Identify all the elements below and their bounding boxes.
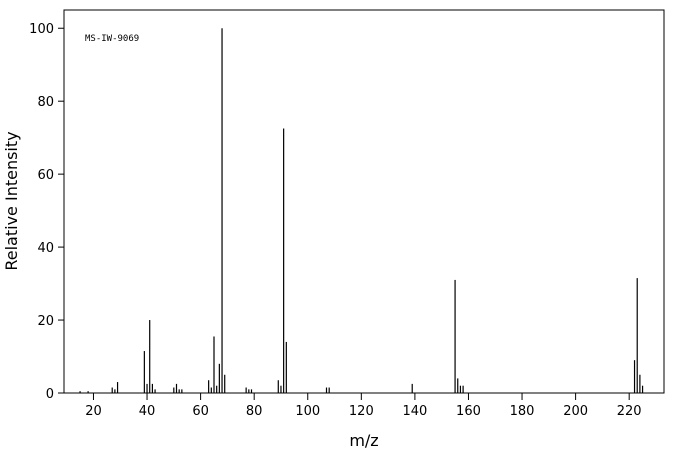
x-tick-label: 40 xyxy=(139,404,156,419)
x-tick-label: 140 xyxy=(402,404,427,419)
x-tick-label: 160 xyxy=(456,404,481,419)
x-tick-label: 20 xyxy=(85,404,102,419)
x-tick-label: 200 xyxy=(563,404,588,419)
y-tick-label: 20 xyxy=(37,314,54,329)
y-tick-label: 100 xyxy=(29,22,54,37)
x-tick-label: 100 xyxy=(295,404,320,419)
y-tick-label: 40 xyxy=(37,241,54,256)
annotation: MS-IW-9069 xyxy=(85,34,139,44)
x-axis-label: m/z xyxy=(349,431,378,450)
x-tick-label: 80 xyxy=(246,404,263,419)
x-tick-label: 120 xyxy=(349,404,374,419)
y-tick-label: 80 xyxy=(37,95,54,110)
x-tick-label: 220 xyxy=(617,404,642,419)
x-tick-label: 180 xyxy=(510,404,535,419)
x-tick-label: 60 xyxy=(192,404,209,419)
y-axis-label: Relative Intensity xyxy=(2,131,21,270)
y-tick-label: 60 xyxy=(37,168,54,183)
y-tick-label: 0 xyxy=(46,387,54,402)
plot-frame xyxy=(63,9,665,394)
